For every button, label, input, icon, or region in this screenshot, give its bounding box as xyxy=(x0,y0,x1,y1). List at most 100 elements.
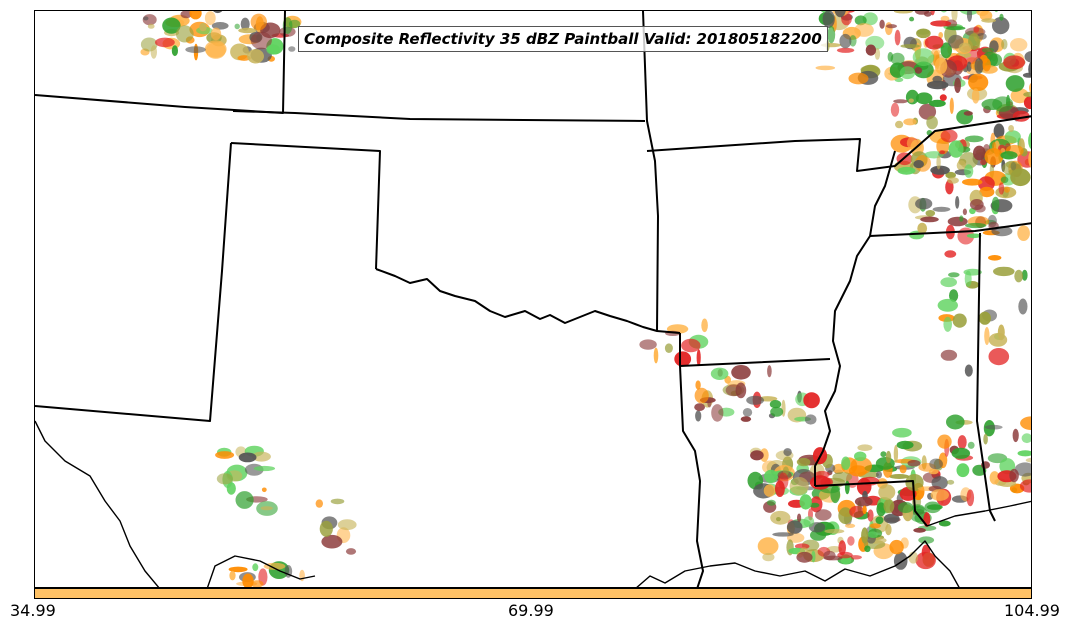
reflectivity-blob xyxy=(266,44,280,55)
reflectivity-blob xyxy=(796,551,813,563)
reflectivity-blob xyxy=(797,513,802,523)
reflectivity-blob xyxy=(1024,50,1031,63)
map-canvas xyxy=(35,11,1031,587)
reflectivity-blob xyxy=(319,520,333,537)
reflectivity-blob xyxy=(952,313,967,328)
reflectivity-blob xyxy=(978,311,992,325)
reflectivity-blob xyxy=(939,150,945,155)
reflectivity-blob xyxy=(920,216,939,223)
reflectivity-blob xyxy=(171,45,178,57)
reflectivity-blob xyxy=(822,11,835,28)
reflectivity-blob xyxy=(969,199,984,210)
reflectivity-blob xyxy=(893,11,913,14)
reflectivity-blob xyxy=(240,17,250,31)
reflectivity-blob xyxy=(750,450,764,461)
reflectivity-blob xyxy=(899,464,907,474)
reflectivity-blob xyxy=(997,324,1005,341)
reflectivity-blob xyxy=(694,387,709,404)
reflectivity-blob xyxy=(210,27,222,41)
reflectivity-blob xyxy=(976,11,989,17)
reflectivity-blob xyxy=(1014,269,1024,283)
map-title: Composite Reflectivity 35 dBZ Paintball … xyxy=(298,26,828,52)
reflectivity-blob xyxy=(776,517,781,522)
reflectivity-blob xyxy=(1020,416,1031,430)
reflectivity-blob xyxy=(1012,428,1019,443)
reflectivity-blob xyxy=(940,42,952,59)
reflectivity-blob xyxy=(695,380,701,390)
reflectivity-blob xyxy=(746,395,764,405)
reflectivity-blob xyxy=(815,65,836,71)
ms-al-coast xyxy=(926,500,1031,527)
reflectivity-paintballs xyxy=(140,11,1031,587)
red-river xyxy=(375,268,681,334)
la-coast xyxy=(636,540,960,587)
reflectivity-blob xyxy=(912,48,935,67)
reflectivity-blob xyxy=(1005,75,1025,92)
reflectivity-blob xyxy=(926,115,938,130)
reflectivity-blob xyxy=(1017,450,1031,457)
reflectivity-blob xyxy=(956,160,967,171)
reflectivity-blob xyxy=(1001,39,1008,50)
reflectivity-blob xyxy=(885,22,893,36)
reflectivity-blob xyxy=(946,414,965,430)
reflectivity-blob xyxy=(929,458,943,470)
reflectivity-blob xyxy=(956,463,970,478)
reflectivity-blob xyxy=(1029,83,1031,93)
reflectivity-blob xyxy=(199,22,207,32)
colorbar-tick-max: 104.99 xyxy=(1004,601,1060,620)
reflectivity-blob xyxy=(931,48,941,56)
reflectivity-blob xyxy=(854,451,867,462)
reflectivity-blob xyxy=(900,44,920,49)
reflectivity-blob xyxy=(1018,298,1028,315)
reflectivity-blob xyxy=(932,206,951,212)
reflectivity-blob xyxy=(906,136,917,150)
reflectivity-blob xyxy=(915,551,936,570)
reflectivity-blob xyxy=(827,25,836,44)
reflectivity-blob xyxy=(940,349,958,361)
reflectivity-blob xyxy=(867,531,878,538)
reflectivity-blob xyxy=(234,23,240,30)
reflectivity-blob xyxy=(966,11,973,22)
reflectivity-blob xyxy=(954,77,961,94)
reflectivity-blob xyxy=(775,480,785,498)
reflectivity-blob xyxy=(770,406,784,417)
reflectivity-blob xyxy=(1014,462,1031,477)
reflectivity-blob xyxy=(204,11,216,26)
reflectivity-blob xyxy=(861,527,869,544)
reflectivity-blob xyxy=(892,427,912,438)
reflectivity-blob xyxy=(965,222,987,229)
reflectivity-blob xyxy=(1021,433,1031,444)
boundary-ar-north xyxy=(646,115,1031,172)
reflectivity-blob xyxy=(938,520,951,527)
reflectivity-blob xyxy=(936,137,950,155)
reflectivity-blob xyxy=(934,57,948,75)
reflectivity-blob xyxy=(948,140,964,158)
reflectivity-blob xyxy=(989,471,1000,485)
reflectivity-blob xyxy=(915,198,933,210)
reflectivity-blob xyxy=(894,29,901,46)
reflectivity-blob xyxy=(797,457,811,467)
reflectivity-blob xyxy=(250,13,267,31)
reflectivity-blob xyxy=(930,165,950,175)
reflectivity-blob xyxy=(937,298,958,312)
reflectivity-blob xyxy=(924,35,944,50)
reflectivity-blob xyxy=(959,215,964,222)
reflectivity-blob xyxy=(147,23,155,29)
reflectivity-blob xyxy=(930,489,949,501)
reflectivity-blob xyxy=(925,210,936,217)
reflectivity-blob xyxy=(786,520,803,534)
reflectivity-blob xyxy=(926,80,949,90)
reflectivity-blob xyxy=(764,469,778,483)
reflectivity-blob xyxy=(836,47,855,53)
reflectivity-blob xyxy=(857,444,873,452)
reflectivity-blob xyxy=(710,367,729,380)
reflectivity-blob xyxy=(263,562,286,570)
reflectivity-blob xyxy=(288,46,296,52)
boundary-ok-north xyxy=(230,142,381,270)
reflectivity-blob xyxy=(253,465,276,472)
boundary-mo-ok xyxy=(642,11,659,332)
reflectivity-blob xyxy=(999,13,1004,21)
reflectivity-blob xyxy=(701,318,708,333)
reflectivity-blob xyxy=(849,555,862,560)
reflectivity-blob xyxy=(694,403,705,411)
